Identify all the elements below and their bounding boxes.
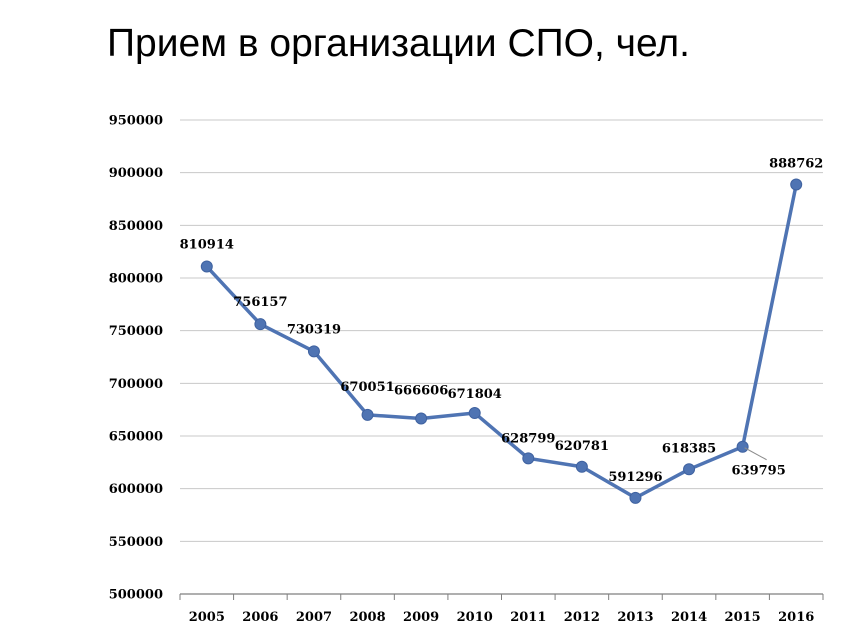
- x-tick-label: 2008: [349, 610, 385, 625]
- y-tick-label: 850000: [109, 219, 163, 234]
- x-tick-label: 2011: [510, 610, 546, 625]
- x-tick-label: 2012: [564, 610, 600, 625]
- data-point: [307, 345, 320, 358]
- y-axis-ticks: 500000 550000 600000 650000 700000 750000 8000…: [109, 114, 163, 603]
- y-tick-label: 600000: [109, 482, 163, 497]
- label-leader-line: [744, 447, 767, 461]
- y-tick-label: 750000: [109, 324, 163, 339]
- data-point: [629, 491, 642, 504]
- x-tick-label: 2015: [725, 610, 761, 625]
- data-point: [361, 408, 374, 421]
- data-label: 756157: [233, 295, 287, 310]
- data-label: 591296: [608, 470, 662, 485]
- y-tick-label: 800000: [109, 272, 163, 287]
- data-label: 618385: [662, 441, 716, 456]
- x-tick-label: 2016: [778, 610, 814, 625]
- y-tick-label: 900000: [109, 166, 163, 181]
- x-tick-label: 2009: [403, 610, 439, 625]
- x-axis-ticks: 2005 2006 2007 2008 2009 2010 2011 2012 2013 2014…: [189, 610, 815, 625]
- y-tick-label: 500000: [109, 588, 163, 603]
- y-tick-label: 650000: [109, 430, 163, 445]
- y-tick-label: 550000: [109, 535, 163, 550]
- data-label: 666606: [394, 384, 448, 399]
- data-point: [683, 463, 696, 476]
- data-point: [468, 407, 481, 420]
- x-tick-label: 2014: [671, 610, 707, 625]
- data-point: [522, 452, 535, 465]
- y-tick-label: 950000: [109, 114, 163, 129]
- x-tick-label: 2013: [617, 610, 653, 625]
- data-point: [790, 178, 803, 191]
- data-label: 888762: [769, 157, 823, 172]
- data-point: [575, 460, 588, 473]
- data-label: 730319: [287, 322, 341, 337]
- data-label: 620781: [555, 439, 609, 454]
- series-group: [200, 178, 803, 504]
- data-point: [736, 440, 749, 453]
- data-point: [415, 412, 428, 425]
- data-label: 810914: [180, 238, 234, 253]
- series-line: [205, 184, 798, 500]
- data-point: [254, 318, 267, 331]
- x-tick-label: 2010: [457, 610, 493, 625]
- data-label: 628799: [501, 431, 555, 446]
- y-tick-label: 700000: [109, 377, 163, 392]
- data-label: 639795: [731, 464, 785, 479]
- data-label: 670051: [340, 380, 394, 395]
- x-tick-label: 2006: [242, 610, 278, 625]
- x-axis: [179, 593, 824, 600]
- chart-title: Прием в организации СПО, чел.: [107, 22, 690, 65]
- data-point: [200, 260, 213, 273]
- data-label: 671804: [448, 387, 502, 402]
- x-tick-label: 2005: [189, 610, 225, 625]
- x-tick-label: 2007: [296, 610, 332, 625]
